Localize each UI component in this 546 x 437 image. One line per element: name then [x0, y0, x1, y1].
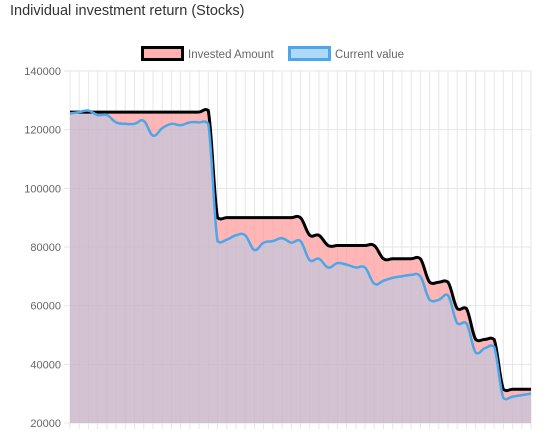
y-axis: 140000 120000 100000 80000 60000 40000 20000: [24, 66, 61, 430]
legend-item[interactable]: Invested Amount: [141, 46, 275, 62]
legend-swatch: [288, 46, 331, 61]
series-line[interactable]: [69, 108, 531, 393]
legend-label: Current value: [335, 49, 404, 61]
series-area: [70, 110, 531, 423]
y-tick-label: 20000: [30, 418, 61, 430]
y-tick-label: 120000: [24, 125, 61, 137]
y-tick-label: 40000: [30, 359, 61, 371]
series-lines: [69, 108, 532, 401]
y-tick-label: 80000: [30, 242, 61, 254]
y-tick-label: 140000: [24, 66, 61, 78]
legend[interactable]: Invested Amount Current value: [141, 46, 405, 62]
legend-label: Invested Amount: [188, 49, 274, 61]
legend-swatch: [141, 46, 184, 61]
legend-item[interactable]: Current value: [288, 46, 405, 62]
y-tick-label: 60000: [30, 301, 61, 313]
series-area: [70, 109, 531, 424]
series-line[interactable]: [69, 109, 532, 401]
y-tick-label: 100000: [24, 183, 61, 195]
chart-title: Individual investment return (Stocks): [10, 3, 245, 19]
series-areas: [70, 109, 531, 424]
